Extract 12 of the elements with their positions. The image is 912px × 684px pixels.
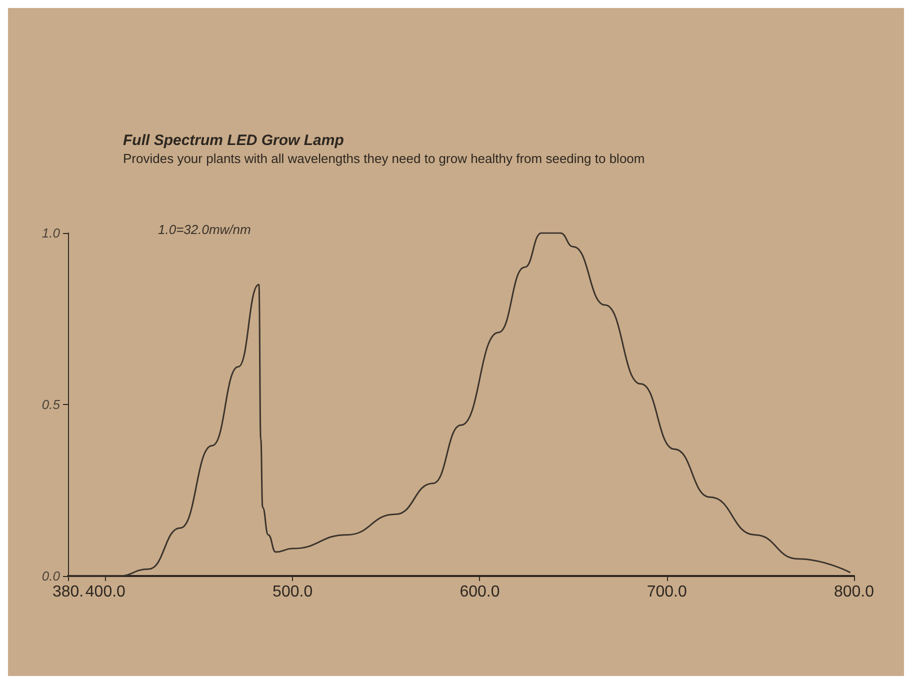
x-tick-label: 380. bbox=[52, 584, 84, 600]
y-tick-label: 0.0 bbox=[42, 568, 61, 584]
x-tick-label: 600.0 bbox=[460, 584, 500, 600]
x-tick-label: 400.0 bbox=[85, 584, 126, 600]
x-tick-label: 800.0 bbox=[834, 584, 874, 600]
annotation: 1.0=32.0mw/nm bbox=[158, 222, 252, 237]
y-tick-label: 0.5 bbox=[42, 397, 61, 412]
y-tick-label: 1.0 bbox=[42, 226, 61, 240]
chart-subtitle: Provides your plants with all wavelengths they need to grow healthy from seeding to bloom bbox=[123, 151, 645, 166]
chart-title: Full Spectrum LED Grow Lamp bbox=[123, 132, 344, 149]
x-tick-label: 500.0 bbox=[272, 584, 313, 600]
x-tick-label: 700.0 bbox=[646, 584, 687, 600]
